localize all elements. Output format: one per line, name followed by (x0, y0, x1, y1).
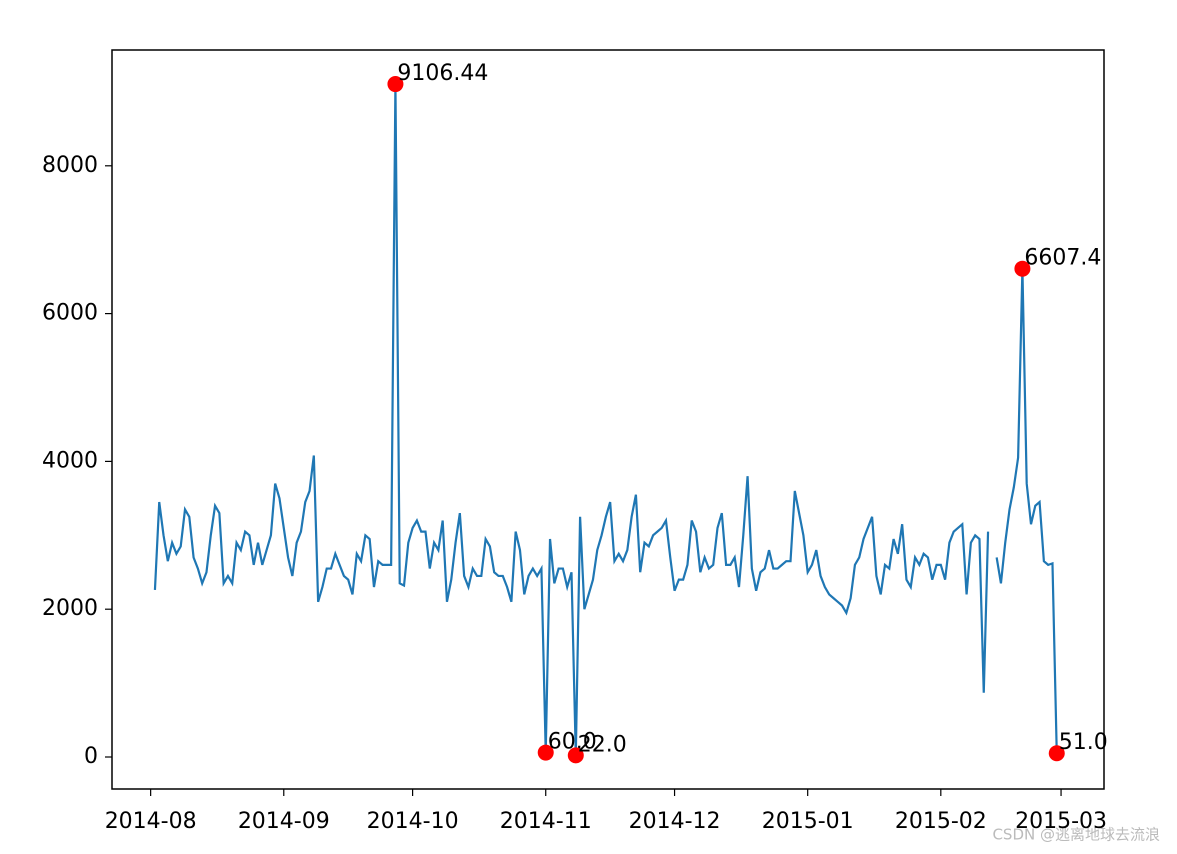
outlier-point (387, 76, 404, 93)
axes-frame (111, 49, 1105, 790)
data-line (153, 84, 1058, 756)
y-tick-label: 2000 (42, 596, 98, 621)
y-tick-label: 4000 (42, 448, 98, 473)
outlier-point (567, 747, 584, 764)
outlier-label: 22.0 (578, 732, 627, 757)
x-tick-label: 2014-08 (105, 809, 197, 834)
x-tick-label: 2015-02 (895, 809, 987, 834)
y-tick-label: 0 (84, 744, 98, 769)
x-tick-label: 2014-09 (238, 809, 330, 834)
x-tick-label: 2015-01 (762, 809, 854, 834)
x-tick-label: 2014-12 (629, 809, 721, 834)
outlier-label: 6607.4 (1024, 246, 1101, 271)
x-tick-label: 2014-11 (500, 809, 592, 834)
watermark: CSDN @逃离地球去流浪 (992, 826, 1160, 844)
x-tick-label: 2015-03 (1015, 809, 1107, 834)
outlier-label: 9106.44 (397, 61, 488, 86)
outlier-point (1048, 745, 1065, 762)
outlier-point (537, 744, 554, 761)
y-tick-label: 6000 (42, 301, 98, 326)
outlier-label: 51.0 (1059, 730, 1108, 755)
x-tick-label: 2014-10 (367, 809, 459, 834)
y-tick-label: 8000 (42, 153, 98, 178)
outlier-point (1014, 260, 1031, 277)
